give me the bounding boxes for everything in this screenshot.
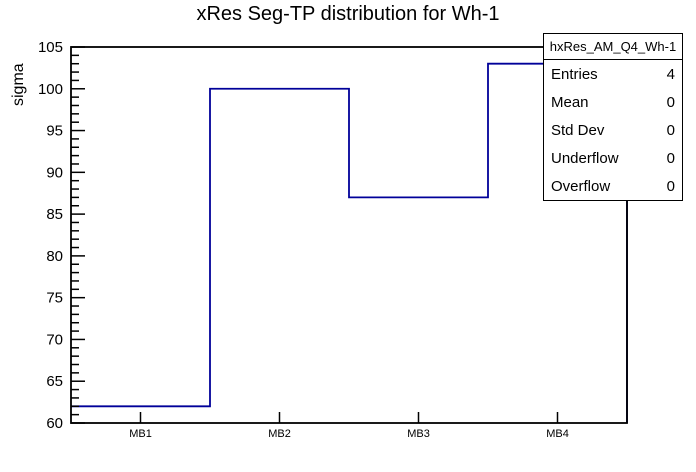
stats-row-stddev: Std Dev 0 xyxy=(544,116,682,144)
y-tick-label: 80 xyxy=(46,248,63,265)
chart-title: xRes Seg-TP distribution for Wh-1 xyxy=(196,3,500,25)
plot-frame xyxy=(70,46,628,424)
stats-value: 0 xyxy=(666,121,675,139)
y-tick-label: 85 xyxy=(46,206,63,223)
stats-row-entries: Entries 4 xyxy=(544,60,682,88)
stats-value: 0 xyxy=(666,177,675,195)
stats-box-title: hxRes_AM_Q4_Wh-1 xyxy=(544,34,682,60)
stats-label: Entries xyxy=(551,65,598,83)
stats-box: hxRes_AM_Q4_Wh-1 Entries 4 Mean 0 Std De… xyxy=(543,33,683,201)
x-tick-label: MB1 xyxy=(129,428,152,440)
y-tick-label: 90 xyxy=(46,164,63,181)
y-tick-label: 100 xyxy=(38,81,63,98)
x-tick-label: MB2 xyxy=(268,428,291,440)
stats-row-underflow: Underflow 0 xyxy=(544,144,682,172)
stats-label: Std Dev xyxy=(551,121,605,139)
x-tick-label: MB4 xyxy=(546,428,569,440)
stats-box-body: Entries 4 Mean 0 Std Dev 0 Underflow 0 O… xyxy=(544,60,682,200)
y-tick-label: 75 xyxy=(46,290,63,307)
stats-label: Mean xyxy=(551,93,589,111)
stats-row-mean: Mean 0 xyxy=(544,88,682,116)
y-tick-label: 95 xyxy=(46,123,63,140)
stats-label: Underflow xyxy=(551,149,619,167)
y-tick-label: 65 xyxy=(46,373,63,390)
x-tick-label: MB3 xyxy=(407,428,430,440)
y-tick-label: 70 xyxy=(46,331,63,348)
stats-value: 0 xyxy=(666,149,675,167)
y-tick-label: 60 xyxy=(46,415,63,432)
stats-value: 4 xyxy=(666,65,675,83)
stats-value: 0 xyxy=(666,93,675,111)
stats-label: Overflow xyxy=(551,177,611,195)
stats-row-overflow: Overflow 0 xyxy=(544,172,682,200)
y-tick-label: 105 xyxy=(38,39,63,56)
